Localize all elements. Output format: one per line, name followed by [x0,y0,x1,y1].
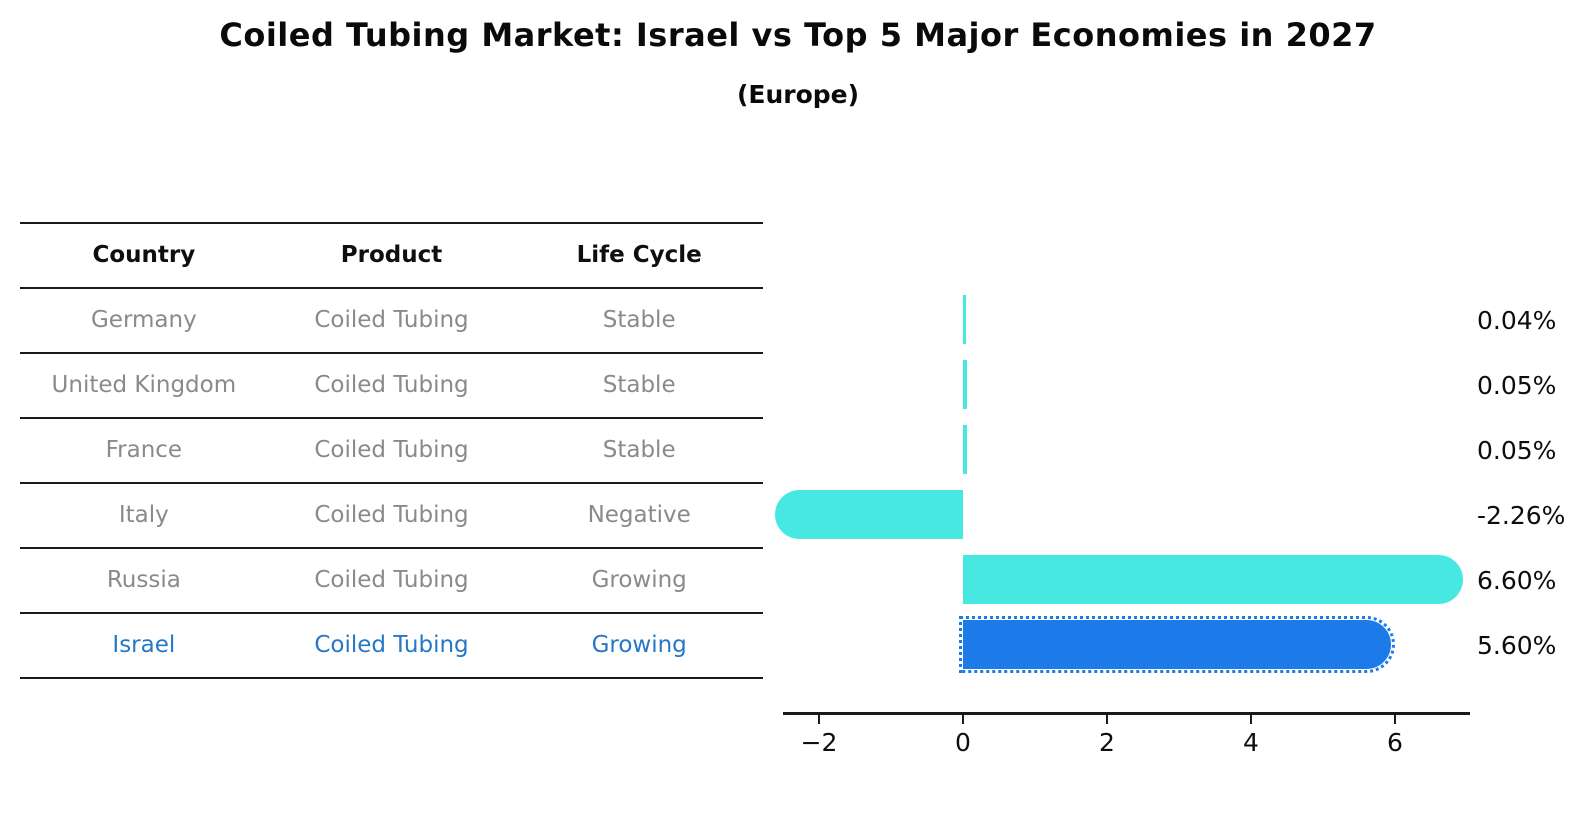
x-axis-tick [1394,715,1396,724]
bar-value-label: -2.26% [1477,500,1566,530]
table-cell-product: Coiled Tubing [314,372,469,398]
table-row: Russia Coiled Tubing Growing [20,549,763,614]
x-axis-tick-label: 4 [1243,728,1259,757]
table-cell-product: Coiled Tubing [314,307,469,333]
bar-value-label: 5.60% [1477,630,1557,660]
table-cell-life-cycle: Stable [602,307,676,333]
chart-title: Coiled Tubing Market: Israel vs Top 5 Ma… [219,16,1377,54]
bar-france [963,425,967,474]
table-cell-product: Coiled Tubing [314,632,469,658]
bar-israel-highlight [958,616,1396,673]
table-cell-life-cycle: Growing [591,632,687,658]
data-table: Country Product Life Cycle Germany Coiled Tu… [20,222,763,679]
table-cell-country: United Kingdom [51,372,237,398]
x-axis-tick-label: −2 [800,728,838,757]
chart-subtitle: (Europe) [736,80,860,109]
bar-value-label: 0.04% [1477,305,1557,335]
bar-value-label: 0.05% [1477,435,1557,465]
table-header-row: Country Product Life Cycle [20,222,763,289]
table-row: France Coiled Tubing Stable [20,419,763,484]
table-row: United Kingdom Coiled Tubing Stable [20,354,763,419]
bar-italy [775,490,963,539]
table-header-cell: Country [92,242,196,268]
table-cell-country: Russia [106,567,181,593]
x-axis-tick-label: 0 [955,728,971,757]
table-header-cell: Product [340,242,443,268]
table-cell-product: Coiled Tubing [314,502,469,528]
x-axis-tick [962,715,964,724]
table-cell-product: Coiled Tubing [314,437,469,463]
bar-germany [963,295,966,344]
table-cell-life-cycle: Growing [591,567,687,593]
x-axis-tick-label: 6 [1387,728,1403,757]
x-axis-line [783,712,1470,715]
table-cell-country: Italy [118,502,169,528]
table-cell-country: Israel [112,632,176,658]
table-row: Germany Coiled Tubing Stable [20,289,763,354]
table-header-cell: Life Cycle [576,242,702,268]
x-axis-tick [818,715,820,724]
table-cell-product: Coiled Tubing [314,567,469,593]
table-row: Israel Coiled Tubing Growing [20,614,763,679]
table-cell-life-cycle: Negative [587,502,691,528]
table-cell-country: France [105,437,183,463]
x-axis-tick [1106,715,1108,724]
bar-value-label: 6.60% [1477,565,1557,595]
table-cell-life-cycle: Stable [602,437,676,463]
table-cell-country: Germany [90,307,197,333]
x-axis-tick-label: 2 [1099,728,1115,757]
bar-value-label: 0.05% [1477,370,1557,400]
bar-united-kingdom [963,360,967,409]
table-row: Italy Coiled Tubing Negative [20,484,763,549]
x-axis-tick [1250,715,1252,724]
bar-russia [963,555,1464,604]
table-cell-life-cycle: Stable [602,372,676,398]
